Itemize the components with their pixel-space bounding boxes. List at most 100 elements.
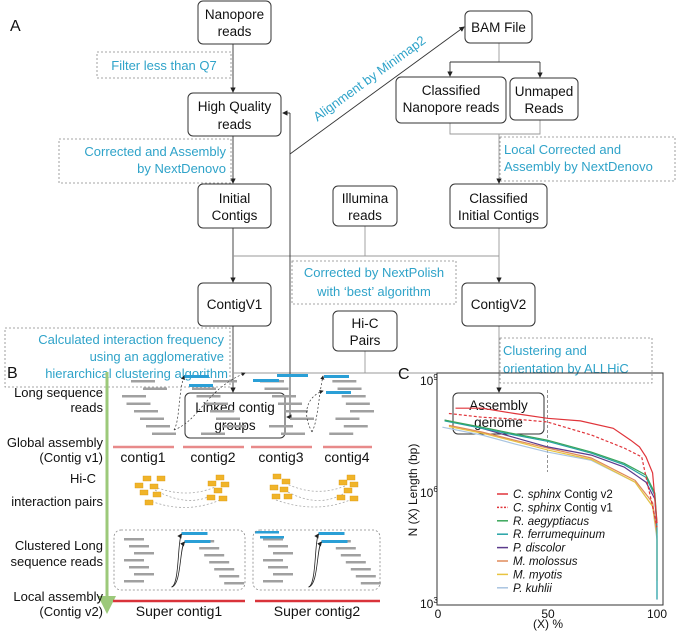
node-text: reads: [218, 24, 252, 39]
hic-read-marker: [149, 483, 159, 490]
node-classified-nanopore-reads: Classified Nanopore reads: [395, 76, 507, 124]
flow-connectors: [230, 26, 543, 420]
read-bar: [263, 580, 283, 583]
panel-label-c: C: [398, 366, 410, 383]
panel-a: A Nanopore reads: [4, 0, 676, 439]
read-bar: [134, 410, 158, 413]
super-contig-label: Super contig1: [136, 603, 223, 619]
read-bar: [126, 402, 151, 405]
super-contig-label: Super contig2: [274, 603, 361, 619]
read-bar: [122, 395, 146, 398]
highlight-read-bar: [324, 375, 349, 378]
node-text: reads: [348, 208, 382, 223]
contig-label: contig2: [190, 449, 235, 465]
contig-label: contig1: [120, 449, 165, 465]
hic-read-marker: [156, 475, 166, 482]
read-bar: [273, 552, 293, 555]
read-bar: [335, 547, 356, 550]
read-bar: [131, 380, 155, 383]
read-bar: [143, 387, 167, 390]
x-tick-label: 0: [435, 607, 442, 621]
highlight-read-bar: [189, 384, 213, 387]
read-bar: [134, 552, 154, 555]
read-bar: [124, 580, 144, 583]
step-text: Filter less than Q7: [111, 58, 217, 73]
panel-label-b: B: [7, 365, 18, 382]
read-bar: [224, 582, 245, 585]
read-bar: [337, 387, 362, 390]
read-bar: [268, 545, 288, 548]
step-text: Clustering and: [503, 343, 587, 358]
hic-read-marker: [144, 499, 154, 506]
read-bar: [192, 387, 216, 390]
link-arrow: [308, 541, 323, 588]
legend-item: R. aegyptiacus: [497, 516, 589, 528]
node-text: Classified: [469, 191, 528, 206]
step-text: Corrected and Assembly: [84, 144, 226, 159]
node-text: reads: [218, 117, 252, 132]
read-bar: [332, 380, 357, 383]
node-hic-pairs: Hi-C Pairs: [332, 310, 398, 352]
read-bar: [263, 559, 283, 562]
node-text: Initial Contigs: [458, 208, 539, 223]
node-text: Unmaped: [515, 84, 574, 99]
x-tick-label: 50: [541, 607, 555, 621]
contig-v1-bars: contig1 contig2 contig3 contig4: [113, 445, 372, 465]
step-filter: Filter less than Q7: [96, 51, 232, 79]
step-text: using an agglomerative: [90, 349, 224, 364]
read-bar: [219, 575, 240, 578]
node-text: Illumina: [342, 191, 389, 206]
read-bar: [209, 561, 230, 564]
panel-c: C N (X) Length (bp) (X) % 109 106 103 0 …: [398, 366, 667, 631]
step-nextpolish: Corrected by NextPolish with ‘best’ algo…: [291, 260, 457, 305]
node-nanopore-reads: Nanopore reads: [197, 0, 272, 45]
x-tick-labels: 0 50 100: [435, 607, 668, 621]
step-text: orientation by ALLHiC: [503, 361, 629, 376]
row-label: Local assembly: [13, 589, 103, 604]
highlight-read-bar: [260, 536, 284, 539]
plot-frame: [436, 372, 664, 606]
step-text: Local Corrected and: [504, 142, 621, 157]
node-initial-contigs: Initial Contigs: [197, 183, 272, 229]
read-bar: [264, 387, 289, 390]
read-bar: [152, 432, 176, 435]
hic-read-marker: [142, 475, 152, 482]
read-bar: [124, 559, 144, 562]
read-bar: [214, 568, 235, 571]
hic-read-marker: [271, 493, 281, 500]
link-arrow: [173, 375, 185, 431]
node-contigv2: ContigV2: [461, 282, 536, 327]
row-label: interaction pairs: [11, 494, 103, 509]
read-bar: [199, 547, 220, 550]
node-text: Classified: [422, 83, 481, 98]
legend-item: M. myotis: [497, 569, 562, 581]
node-text: Nanopore: [205, 7, 264, 22]
link-arrow: [173, 372, 246, 431]
read-bar: [340, 554, 361, 557]
read-bar: [290, 417, 314, 420]
panel-b: B Long sequence reads Global assembly (C…: [7, 365, 381, 619]
read-bar: [281, 432, 305, 435]
link-arrow: [171, 541, 186, 588]
row-label: Clustered Long: [15, 538, 103, 553]
read-bar: [272, 395, 296, 398]
node-text: High Quality: [198, 99, 272, 114]
legend-label: P. kuhlii: [513, 583, 552, 595]
read-bar: [140, 417, 164, 420]
highlight-read-bar: [253, 379, 279, 382]
link-arrow: [306, 390, 324, 433]
node-text: Nanopore reads: [403, 100, 500, 115]
node-classified-initial-contigs: Classified Initial Contigs: [449, 183, 548, 229]
step-corrected-assembly: Corrected and Assembly by NextDenovo: [58, 138, 232, 184]
hic-read-marker: [346, 474, 356, 481]
read-bar: [216, 417, 240, 420]
node-text: ContigV1: [207, 297, 263, 312]
read-bar: [350, 568, 371, 571]
hic-read-marker: [220, 481, 230, 488]
node-bam-file: BAM File: [464, 10, 533, 44]
y-tick-labels: 109 106 103: [420, 373, 438, 611]
y-tick-label: 103: [420, 596, 438, 611]
highlight-read-bar: [181, 532, 208, 535]
read-bar: [350, 410, 374, 413]
